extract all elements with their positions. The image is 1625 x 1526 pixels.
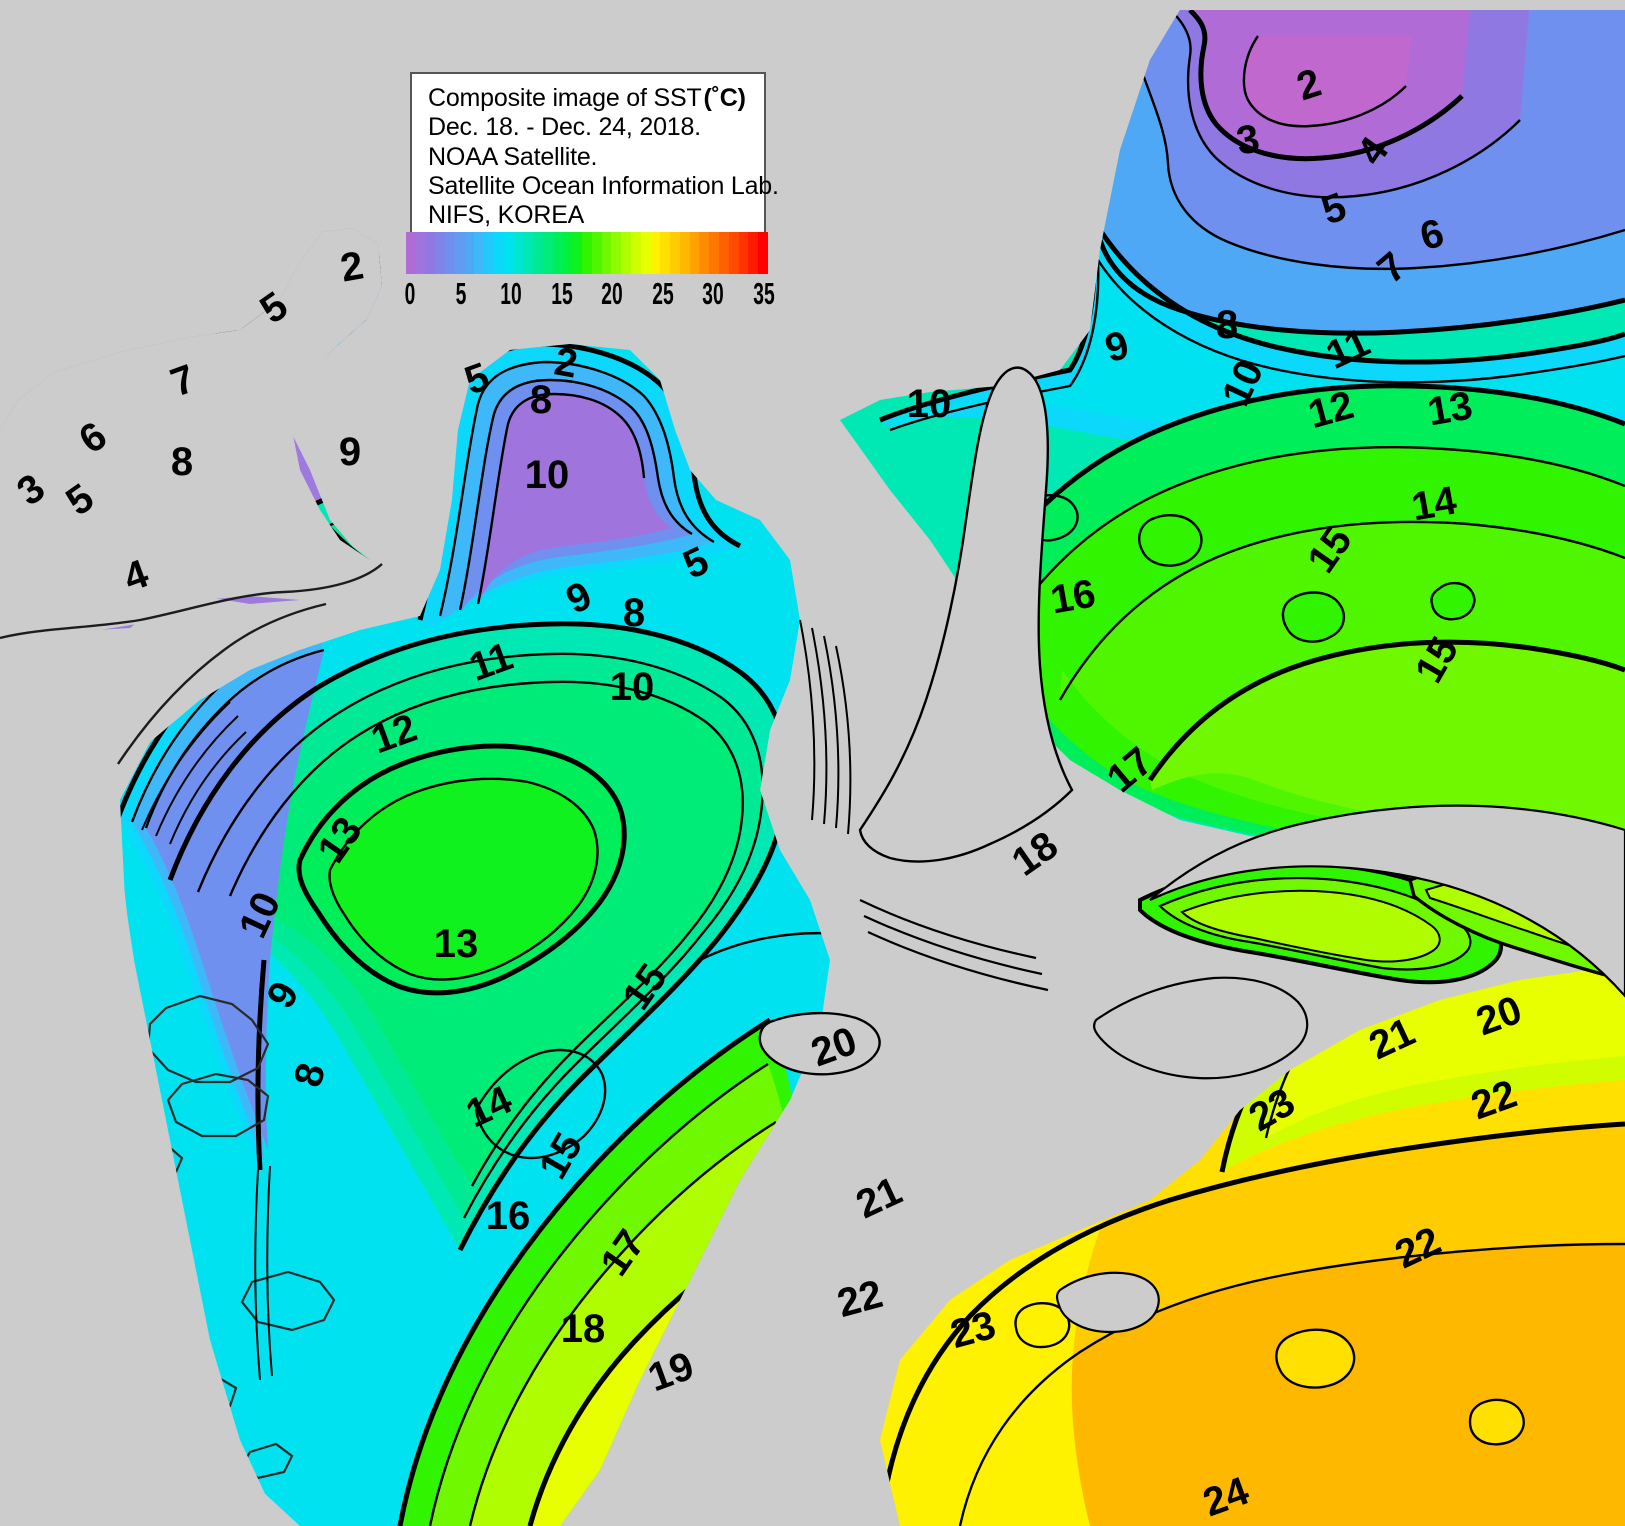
- colorbar-tick-20: 20: [601, 276, 623, 311]
- colorbar-swatch-7: [474, 232, 485, 274]
- colorbar-swatch-3: [435, 232, 446, 274]
- colorbar-gradient: [406, 232, 768, 274]
- colorbar-swatch-27: [670, 232, 680, 274]
- colorbar-swatch-16: [562, 232, 573, 274]
- contour-label-10-12: 10: [524, 453, 570, 497]
- region-yellow-sea: [120, 344, 830, 1526]
- colorbar-swatch-26: [660, 232, 671, 274]
- colorbar-swatch-25: [650, 232, 661, 274]
- colorbar-swatch-17: [572, 232, 583, 274]
- colorbar-swatch-29: [689, 232, 700, 274]
- korea-west-coast-contours: [799, 619, 852, 835]
- colorbar-tick-0: 0: [404, 276, 416, 311]
- colorbar-swatch-23: [630, 232, 641, 274]
- colorbar-swatch-24: [640, 232, 651, 274]
- jeju-island: [758, 1011, 881, 1076]
- colorbar-swatch-32: [719, 232, 729, 274]
- contour-label-9-8: 9: [338, 430, 362, 474]
- colorbar-swatch-30: [699, 232, 710, 274]
- colorbar-swatch-11: [513, 232, 524, 274]
- colorbar-swatch-5: [454, 232, 465, 274]
- contour-label-14-49: 14: [1408, 478, 1460, 530]
- contour-label-18-28: 18: [560, 1307, 606, 1351]
- contour-label-8-42: 8: [1215, 303, 1239, 347]
- colorbar-tick-30: 30: [702, 276, 725, 311]
- colorbar-tick-10: 10: [500, 276, 522, 311]
- legend-source: NOAA Satellite.: [428, 142, 598, 171]
- colorbar-swatch-6: [464, 232, 475, 274]
- coastal-dense-contours: [141, 701, 273, 1381]
- legend-lab: Satellite Ocean Information Lab.: [428, 171, 779, 200]
- colorbar-swatch-31: [709, 232, 719, 274]
- legend-info-box: Composite image of SST (˚C) Dec. 18. - D…: [410, 72, 779, 245]
- colorbar-swatch-35: [748, 232, 759, 274]
- china-mainland: [0, 760, 280, 1526]
- colorbar-swatch-4: [445, 232, 455, 274]
- korean-peninsula: [858, 366, 1074, 863]
- colorbar-swatch-20: [601, 232, 612, 274]
- japan-kyushu: [1093, 976, 1309, 1080]
- colorbar-swatch-19: [591, 232, 602, 274]
- china-coastline: [0, 563, 383, 765]
- colorbar-tick-labels: 0 5 10 15 20 25 30 35: [405, 274, 775, 318]
- contour-label-10-16: 10: [609, 665, 655, 709]
- colorbar-swatch-12: [523, 232, 534, 274]
- japan-honshu: [1149, 804, 1625, 998]
- region-east-sea: [840, 10, 1625, 900]
- legend-date-range: Dec. 18. - Dec. 24, 2018.: [428, 113, 701, 142]
- colorbar-swatch-28: [679, 232, 690, 274]
- colorbar-swatch-8: [484, 232, 495, 274]
- legend-unit: (˚C): [703, 84, 746, 112]
- contour-label-8-15: 8: [622, 591, 646, 635]
- colorbar-swatch-1: [415, 232, 426, 274]
- colorbar-swatch-22: [621, 232, 631, 274]
- china-bohai-land: [0, 228, 382, 640]
- colorbar-swatch-14: [542, 232, 553, 274]
- colorbar-swatch-15: [552, 232, 563, 274]
- contour-label-13-20: 13: [433, 922, 479, 966]
- colorbar-tick-15: 15: [551, 276, 573, 311]
- legend-org: NIFS, KOREA: [428, 201, 585, 229]
- contour-label-8-11: 8: [529, 378, 553, 422]
- colorbar-swatch-33: [728, 232, 739, 274]
- colorbar-tick-5: 5: [455, 276, 466, 311]
- small-island-south: [1055, 1271, 1160, 1334]
- china-coast-fill: [0, 640, 120, 800]
- legend-title-row: Composite image of SST (˚C): [428, 84, 752, 113]
- colorbar-swatch-34: [738, 232, 749, 274]
- colorbar-swatch-18: [582, 232, 592, 274]
- legend-title-text: Composite image of SST: [428, 84, 702, 112]
- colorbar-swatch-2: [425, 232, 436, 274]
- colorbar-swatch-0: [406, 232, 416, 274]
- contour-label-8-4: 8: [170, 440, 194, 484]
- colorbar-swatch-13: [533, 232, 543, 274]
- contour-label-16-26: 16: [485, 1194, 531, 1238]
- colorbar-swatch-10: [503, 232, 514, 274]
- colorbar-tick-35: 35: [753, 276, 775, 311]
- colorbar-swatch-9: [494, 232, 504, 274]
- contour-label-13-48: 13: [1424, 383, 1476, 435]
- colorbar-tick-25: 25: [652, 276, 674, 311]
- contour-label-16-52: 16: [1047, 571, 1099, 623]
- korea-strait-contours: [859, 899, 1049, 992]
- colorbar-container: 0 5 10 15 20 25 30 35: [405, 232, 775, 318]
- colorbar-swatch-21: [611, 232, 622, 274]
- contour-label-10-46: 10: [906, 382, 952, 426]
- colorbar-swatch-36: [758, 232, 768, 274]
